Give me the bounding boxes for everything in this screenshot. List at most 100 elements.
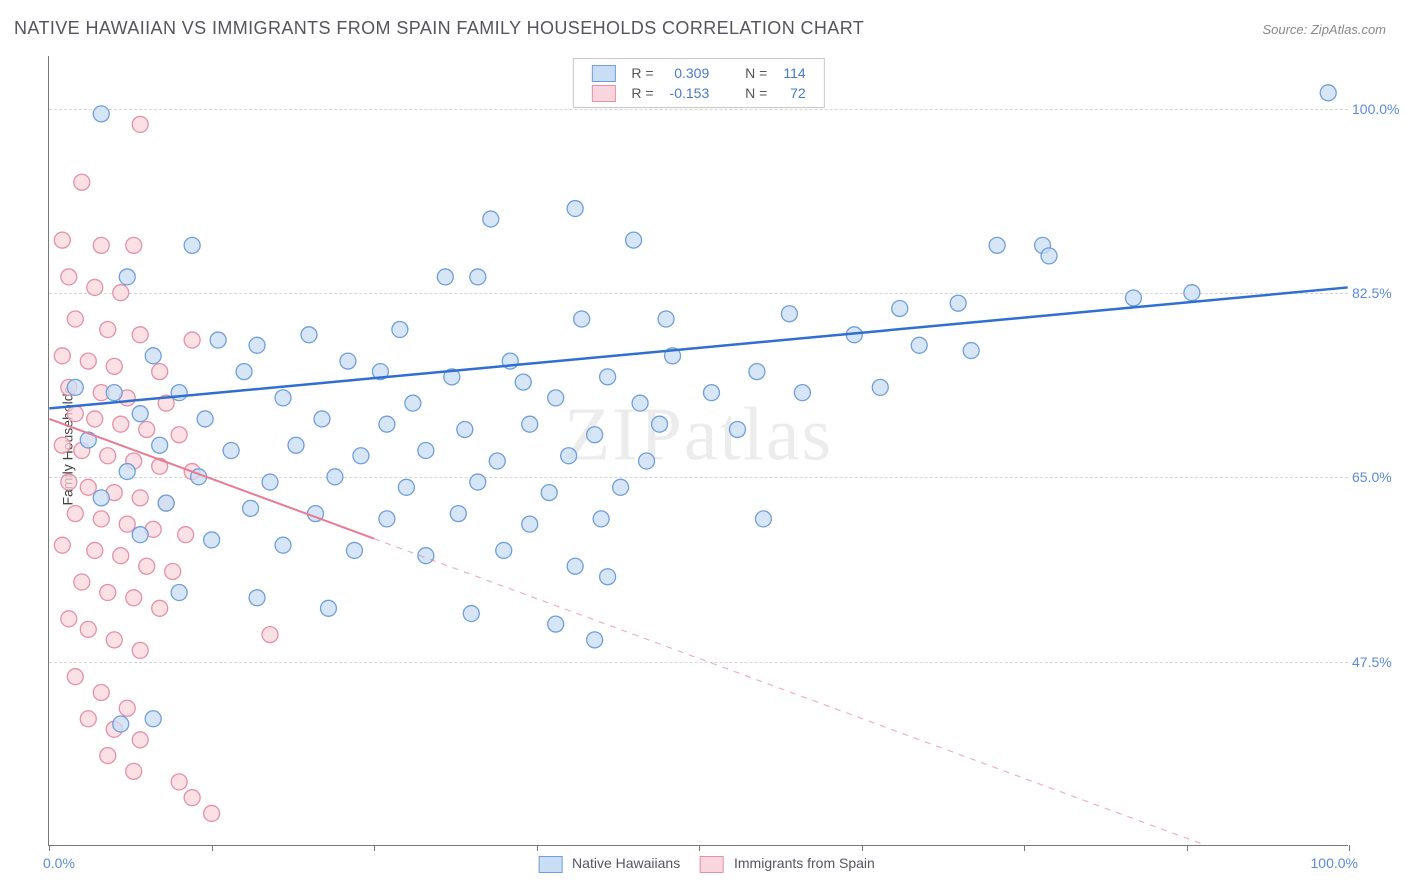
scatter-point [574,311,590,327]
scatter-point [61,474,77,490]
scatter-point [749,364,765,380]
scatter-point [171,774,187,790]
scatter-point [262,627,278,643]
legend-row-spain: R = -0.153 N = 72 [583,83,813,103]
scatter-point [587,427,603,443]
scatter-point [626,232,642,248]
r-label: R = [623,83,661,103]
legend-swatch-spain-bottom [700,856,724,873]
scatter-point [275,537,291,553]
scatter-point [1184,285,1200,301]
scatter-point [405,395,421,411]
n-value-hawaiians: 114 [775,63,813,83]
scatter-point [126,237,142,253]
scatter-point [132,642,148,658]
scatter-point [93,490,109,506]
trend-line-dashed [374,539,1348,845]
scatter-point [600,369,616,385]
scatter-point [450,506,466,522]
scatter-point [87,279,103,295]
r-label: R = [623,63,661,83]
scatter-point [67,406,83,422]
scatter-point [794,385,810,401]
scatter-point [126,590,142,606]
scatter-point [515,374,531,390]
n-value-spain: 72 [775,83,813,103]
scatter-point [639,453,655,469]
scatter-point [392,322,408,338]
scatter-point [613,479,629,495]
scatter-point [106,358,122,374]
scatter-point [171,385,187,401]
scatter-point [522,516,538,532]
scatter-point [61,269,77,285]
scatter-point [541,485,557,501]
scatter-point [100,322,116,338]
scatter-point [119,516,135,532]
scatter-point [197,411,213,427]
scatter-point [249,337,265,353]
scatter-point [80,479,96,495]
scatter-point [54,437,70,453]
legend-row-hawaiians: R = 0.309 N = 114 [583,63,813,83]
scatter-point [470,474,486,490]
x-tick [862,845,863,851]
scatter-point [327,469,343,485]
legend-label-hawaiians: Native Hawaiians [572,855,680,871]
legend-swatch-hawaiians-bottom [538,856,562,873]
scatter-point [755,511,771,527]
scatter-point [210,332,226,348]
y-tick-label: 47.5% [1352,654,1406,670]
scatter-point [119,269,135,285]
scatter-point [152,364,168,380]
scatter-point [165,563,181,579]
scatter-point [100,748,116,764]
scatter-point [892,300,908,316]
scatter-point [346,542,362,558]
scatter-point [171,427,187,443]
correlation-legend: R = 0.309 N = 114 R = -0.153 N = 72 [572,58,824,108]
scatter-point [93,237,109,253]
y-tick-label: 65.0% [1352,469,1406,485]
scatter-point [54,537,70,553]
scatter-point [119,700,135,716]
scatter-point [54,348,70,364]
scatter-point [132,732,148,748]
scatter-point [54,232,70,248]
scatter-point [67,506,83,522]
scatter-point [80,621,96,637]
scatter-point [93,106,109,122]
scatter-point [80,711,96,727]
scatter-point [67,311,83,327]
scatter-point [158,495,174,511]
scatter-point [152,437,168,453]
scatter-point [113,548,129,564]
scatter-point [320,600,336,616]
scatter-point [113,716,129,732]
n-label: N = [737,63,775,83]
scatter-point [548,390,564,406]
scatter-point [489,453,505,469]
scatter-point [275,390,291,406]
scatter-point [872,379,888,395]
scatter-point [145,348,161,364]
scatter-point [301,327,317,343]
y-tick-label: 82.5% [1352,285,1406,301]
scatter-point [1125,290,1141,306]
y-tick-label: 100.0% [1352,101,1406,117]
x-tick [1187,845,1188,851]
scatter-point [184,237,200,253]
scatter-point [418,443,434,459]
scatter-point [1320,85,1336,101]
scatter-point [379,416,395,432]
scatter-point [340,353,356,369]
x-tick [537,845,538,851]
plot-area: ZIPatlas R = 0.309 N = 114 R = -0.153 N … [48,56,1348,846]
scatter-point [567,201,583,217]
scatter-point [100,448,116,464]
x-axis-max-label: 100.0% [1311,855,1358,871]
scatter-point [93,684,109,700]
scatter-point [87,542,103,558]
scatter-point [398,479,414,495]
x-axis-min-label: 0.0% [43,855,75,871]
